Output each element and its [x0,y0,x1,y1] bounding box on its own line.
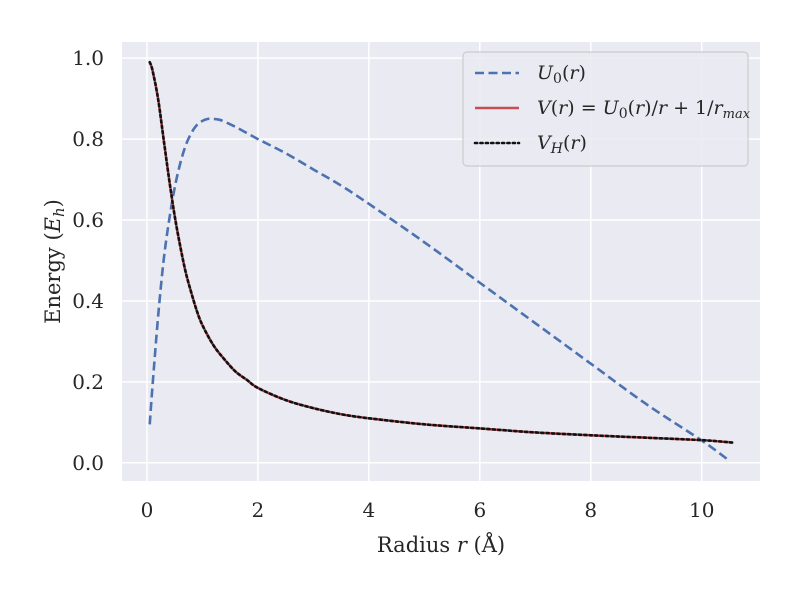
legend-vh-p2: ) [579,132,586,154]
x-tick-label: 8 [584,498,597,522]
legend-box [462,51,749,167]
legend-v-r3: r [658,97,669,119]
y-axis-label-var: E [41,217,65,233]
legend-entry-u0: U0(r) [537,62,586,87]
x-axis-label: Radius r (Å) [377,532,505,557]
legend-v-r2: r [635,97,646,119]
legend-v-r4: r [714,97,725,119]
y-tick-label: 0.6 [72,208,104,232]
y-axis-label: Energy (Eh) [41,199,68,324]
legend-u0-paren2: ) [578,62,585,84]
legend-v-r1: r [558,97,569,119]
legend-vh-r: r [570,132,581,154]
legend-v-plus: + 1/ [667,97,714,119]
x-tick-label: 2 [252,498,265,522]
y-tick-label: 0.8 [72,127,104,151]
x-tick-label: 10 [689,498,714,522]
legend-v-p1: ( [551,97,558,119]
series-vh-line [148,60,734,444]
x-axis-label-text-1: Radius [377,533,457,557]
legend-v-u: U [603,97,620,119]
legend-v-max: max [723,107,751,122]
x-axis-label-var: r [457,533,469,557]
legend-entry-vh: VH(r) [537,132,587,157]
legend-entry-v: V(r) = U0(r)/r + 1/rmax [537,97,751,122]
legend-vh-v: V [537,132,553,154]
legend-v-p3: ( [628,97,635,119]
legend-v-v: V [537,97,553,119]
legend-vh-sub: H [550,141,564,157]
y-tick-label: 0.4 [72,289,104,313]
legend-v-p2: ) = [567,97,602,119]
series-lines [148,60,734,462]
legend-u0-sub: 0 [553,71,562,87]
y-tick-label: 0.0 [72,451,104,475]
x-axis-label-text-2: (Å) [467,532,505,557]
legend-u0-u: U [537,62,554,84]
legend-v-p4: )/ [644,97,658,119]
x-tick-label: 4 [363,498,376,522]
legend: U0(r) V(r) = U0(r)/r + 1/rmax VH(r) [462,51,751,167]
legend-u0-r: r [569,62,580,84]
legend-vh-p1: ( [563,132,570,154]
legend-v-sub0: 0 [619,106,628,122]
y-tick-label: 0.2 [72,370,104,394]
y-axis-label-text-2: ) [41,199,65,207]
tick-labels: 0 2 4 6 8 10 0.0 0.2 0.4 0.6 0.8 1.0 [72,46,714,522]
x-tick-label: 6 [473,498,486,522]
legend-u0-paren1: ( [562,62,569,84]
y-axis-label-sub: h [50,207,68,217]
x-tick-label: 0 [141,498,154,522]
y-tick-label: 1.0 [72,46,104,70]
y-axis-label-text-1: Energy ( [41,232,65,324]
series-u0-line [148,117,731,462]
